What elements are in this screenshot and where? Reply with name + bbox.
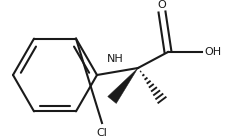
Polygon shape — [107, 68, 137, 104]
Text: Cl: Cl — [96, 128, 107, 138]
Text: O: O — [157, 0, 166, 10]
Text: OH: OH — [203, 47, 220, 57]
Text: NH: NH — [107, 54, 123, 63]
